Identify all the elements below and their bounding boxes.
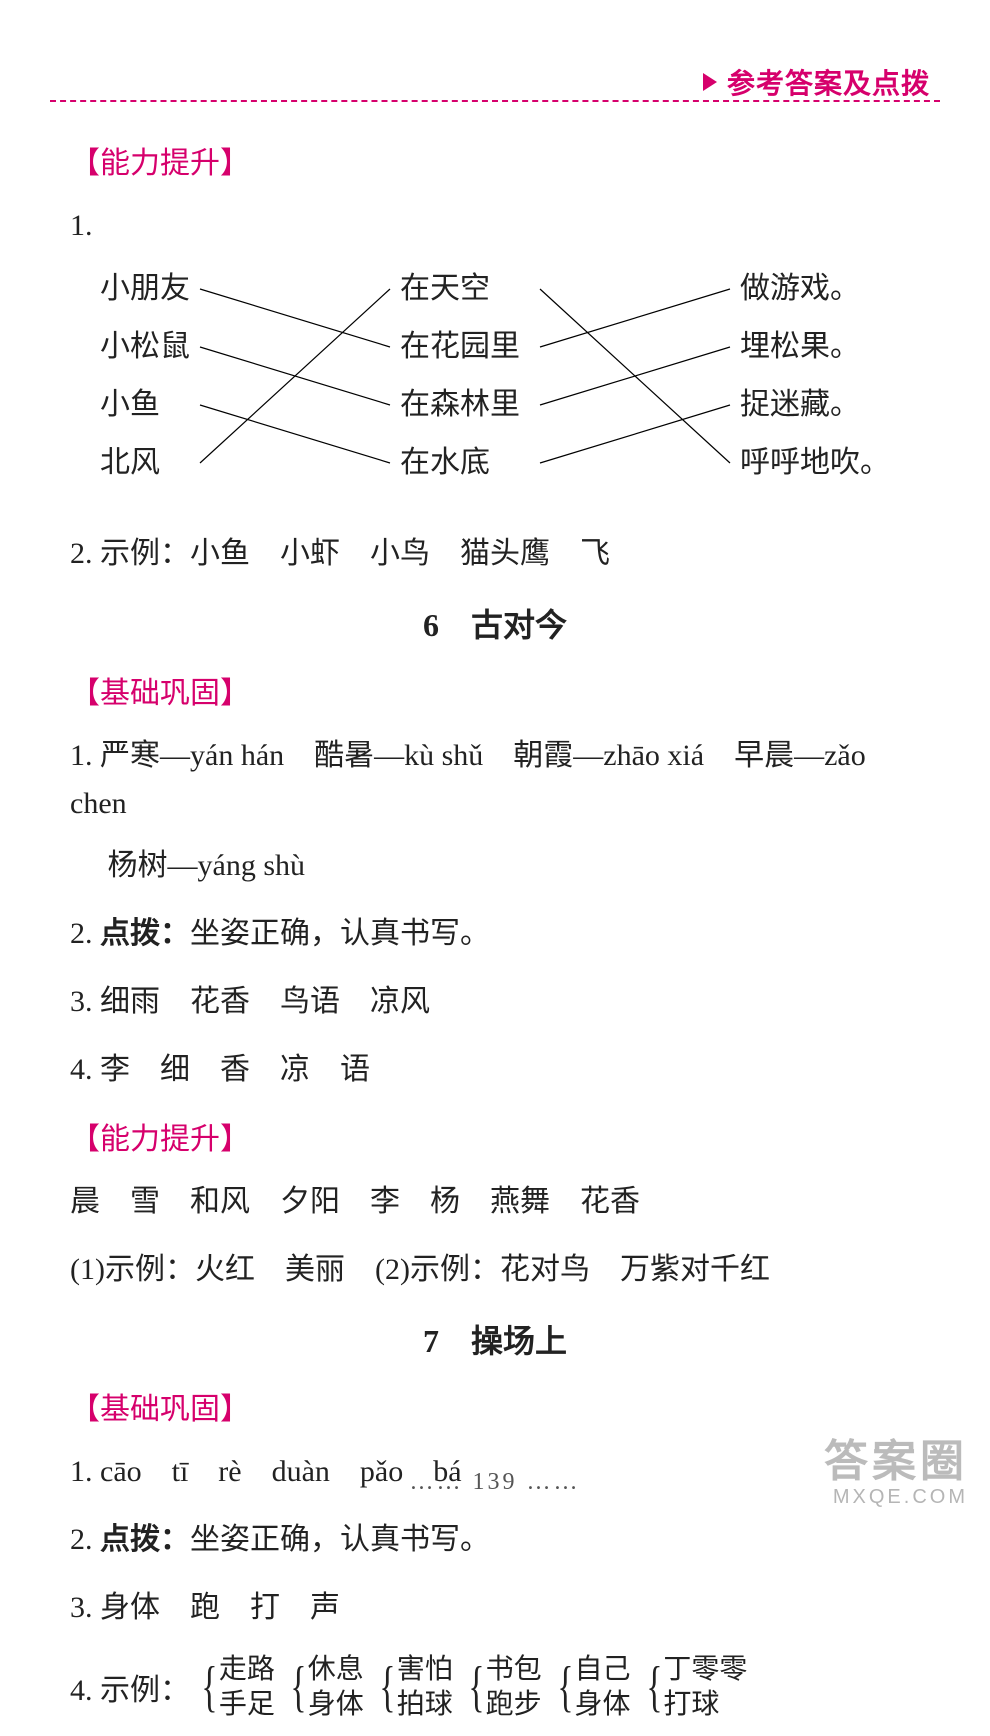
s2-l1: 1. 严寒—yán hán 酷暑—kù shǔ 朝霞—zhāo xiá 早晨—z… bbox=[70, 732, 920, 828]
match-right-2: 捉迷藏。 bbox=[740, 376, 920, 434]
match-mid-3: 在水底 bbox=[400, 434, 560, 492]
match-right-0: 做游戏。 bbox=[740, 260, 920, 318]
s2-l2-bold: 点拨： bbox=[100, 917, 190, 950]
match-right-3: 呼呼地吹。 bbox=[740, 434, 920, 492]
s3-l1: 晨 雪 和风 夕阳 李 杨 燕舞 花香 bbox=[70, 1178, 920, 1226]
brace-items: 自己身体 bbox=[575, 1652, 631, 1722]
match-right-1: 埋松果。 bbox=[740, 318, 920, 376]
header-divider bbox=[50, 100, 940, 102]
s4-l2-text: 坐姿正确，认真书写。 bbox=[190, 1523, 490, 1556]
brace-top: 书包 bbox=[486, 1652, 542, 1687]
brace-bot: 打球 bbox=[663, 1687, 747, 1722]
brace-group-5: {丁零零打球 bbox=[641, 1652, 748, 1722]
brace-group-1: {休息身体 bbox=[285, 1652, 364, 1722]
s2-l3: 3. 细雨 花香 鸟语 凉风 bbox=[70, 978, 920, 1026]
brace-items: 害怕拍球 bbox=[397, 1652, 453, 1722]
section-basic-1: 【基础巩固】 bbox=[70, 668, 920, 712]
title-7: 7 操场上 bbox=[70, 1316, 920, 1362]
brace-items: 书包跑步 bbox=[486, 1652, 542, 1722]
brace-top: 休息 bbox=[308, 1652, 364, 1687]
brace-icon: { bbox=[557, 1659, 573, 1715]
brace-bot: 拍球 bbox=[397, 1687, 453, 1722]
brace-top: 丁零零 bbox=[663, 1652, 747, 1687]
s4-l3: 3. 身体 跑 打 声 bbox=[70, 1584, 920, 1632]
s4-q4-label: 4. 示例： bbox=[70, 1665, 190, 1709]
match-mid-0: 在天空 bbox=[400, 260, 560, 318]
s1-q2: 2. 示例：小鱼 小虾 小鸟 猫头鹰 飞 bbox=[70, 530, 920, 578]
section-ability-1: 【能力提升】 bbox=[70, 138, 920, 182]
section-ability-2: 【能力提升】 bbox=[70, 1114, 920, 1158]
s4-l2-num: 2. bbox=[70, 1523, 100, 1556]
header-title: 参考答案及点拨 bbox=[727, 68, 930, 99]
match-left-2: 小鱼 bbox=[100, 376, 220, 434]
brace-container: {走路手足{休息身体{害怕拍球{书包跑步{自己身体{丁零零打球 bbox=[196, 1652, 757, 1722]
match-col-mid: 在天空 在花园里 在森林里 在水底 bbox=[400, 260, 560, 492]
brace-top: 走路 bbox=[219, 1652, 275, 1687]
s2-l2-num: 2. bbox=[70, 917, 100, 950]
match-col-right: 做游戏。 埋松果。 捉迷藏。 呼呼地吹。 bbox=[740, 260, 920, 492]
s2-l2-text: 坐姿正确，认真书写。 bbox=[190, 917, 490, 950]
match-left-3: 北风 bbox=[100, 434, 220, 492]
brace-bot: 身体 bbox=[575, 1687, 631, 1722]
matching-diagram: 小朋友 小松鼠 小鱼 北风 在天空 在花园里 在森林里 在水底 做游戏。 埋松果… bbox=[100, 260, 920, 510]
match-left-0: 小朋友 bbox=[100, 260, 220, 318]
match-mid-2: 在森林里 bbox=[400, 376, 560, 434]
match-mid-1: 在花园里 bbox=[400, 318, 560, 376]
brace-icon: { bbox=[201, 1659, 217, 1715]
s4-l2-bold: 点拨： bbox=[100, 1523, 190, 1556]
brace-bot: 跑步 bbox=[486, 1687, 542, 1722]
s2-l1b: 杨树—yáng shù bbox=[70, 842, 920, 890]
s2-l4: 4. 李 细 香 凉 语 bbox=[70, 1046, 920, 1094]
brace-items: 丁零零打球 bbox=[663, 1652, 747, 1722]
brace-group-2: {害怕拍球 bbox=[374, 1652, 453, 1722]
s4-q4: 4. 示例： {走路手足{休息身体{害怕拍球{书包跑步{自己身体{丁零零打球 bbox=[70, 1652, 920, 1722]
s2-l2: 2. 点拨：坐姿正确，认真书写。 bbox=[70, 910, 920, 958]
brace-bot: 手足 bbox=[219, 1687, 275, 1722]
brace-group-3: {书包跑步 bbox=[463, 1652, 542, 1722]
brace-icon: { bbox=[379, 1659, 395, 1715]
brace-group-0: {走路手足 bbox=[196, 1652, 275, 1722]
brace-top: 害怕 bbox=[397, 1652, 453, 1687]
section-basic-2: 【基础巩固】 bbox=[70, 1384, 920, 1428]
match-col-left: 小朋友 小松鼠 小鱼 北风 bbox=[100, 260, 220, 492]
brace-items: 休息身体 bbox=[308, 1652, 364, 1722]
brace-group-4: {自己身体 bbox=[552, 1652, 631, 1722]
brace-icon: { bbox=[290, 1659, 306, 1715]
title-6: 6 古对今 bbox=[70, 600, 920, 646]
q1-number: 1. bbox=[70, 202, 920, 250]
s4-l2: 2. 点拨：坐姿正确，认真书写。 bbox=[70, 1516, 920, 1564]
watermark-line2: MXQE.COM bbox=[824, 1486, 968, 1508]
s3-l2: (1)示例：火红 美丽 (2)示例：花对鸟 万紫对千红 bbox=[70, 1246, 920, 1294]
watermark-line1: 答案圈 bbox=[824, 1438, 968, 1486]
brace-icon: { bbox=[468, 1659, 484, 1715]
brace-icon: { bbox=[646, 1659, 662, 1715]
brace-top: 自己 bbox=[575, 1652, 631, 1687]
match-left-1: 小松鼠 bbox=[100, 318, 220, 376]
brace-items: 走路手足 bbox=[219, 1652, 275, 1722]
arrow-icon bbox=[703, 73, 717, 91]
watermark: 答案圈 MXQE.COM bbox=[824, 1438, 968, 1508]
page-header: 参考答案及点拨 bbox=[60, 62, 930, 102]
brace-bot: 身体 bbox=[308, 1687, 364, 1722]
